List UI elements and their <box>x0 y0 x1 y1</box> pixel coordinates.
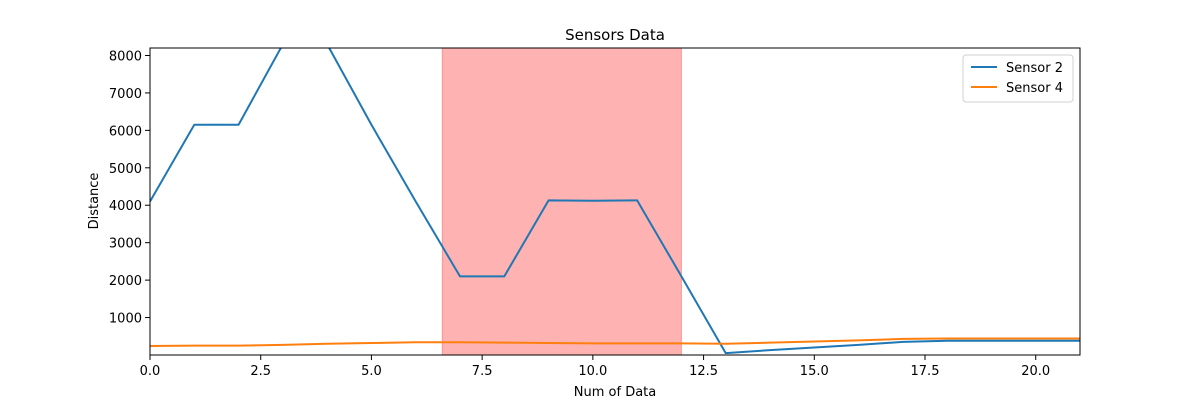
y-tick-label: 2000 <box>109 274 142 289</box>
y-axis-label: Distance <box>87 173 102 230</box>
plot-area-frame <box>149 47 1081 356</box>
series-line-sensor-2 <box>150 48 1080 355</box>
series-line-sensor-4 <box>150 337 1080 348</box>
x-tick-label: 0.0 <box>140 364 161 379</box>
legend-label-sensor-2: Sensor 2 <box>1006 61 1063 76</box>
chart-title: Sensors Data <box>565 26 665 44</box>
y-axis: 1000 2000 3000 4000 5000 6000 7000 8000 <box>109 49 150 327</box>
x-axis: 0.0 2.5 5.0 7.5 10.0 12.5 15.0 17.5 20.0 <box>140 355 1050 379</box>
y-tick-label: 1000 <box>109 312 142 327</box>
legend: Sensor 2 Sensor 4 <box>962 54 1074 103</box>
x-tick-label: 15.0 <box>800 364 829 379</box>
x-tick-label: 20.0 <box>1021 364 1050 379</box>
x-tick-label: 2.5 <box>250 364 271 379</box>
y-tick-label: 8000 <box>109 49 142 64</box>
y-tick-label: 3000 <box>109 237 142 252</box>
x-tick-label: 17.5 <box>911 364 940 379</box>
y-tick-label: 5000 <box>109 162 142 177</box>
x-tick-label: 10.0 <box>578 364 607 379</box>
y-tick-label: 6000 <box>109 124 142 139</box>
x-axis-label: Num of Data <box>574 385 656 400</box>
x-tick-label: 12.5 <box>689 364 718 379</box>
x-tick-label: 7.5 <box>472 364 493 379</box>
y-tick-label: 7000 <box>109 87 142 102</box>
x-tick-label: 5.0 <box>361 364 382 379</box>
highlight-span <box>442 48 682 355</box>
y-tick-label: 4000 <box>109 199 142 214</box>
legend-label-sensor-4: Sensor 4 <box>1006 81 1063 96</box>
